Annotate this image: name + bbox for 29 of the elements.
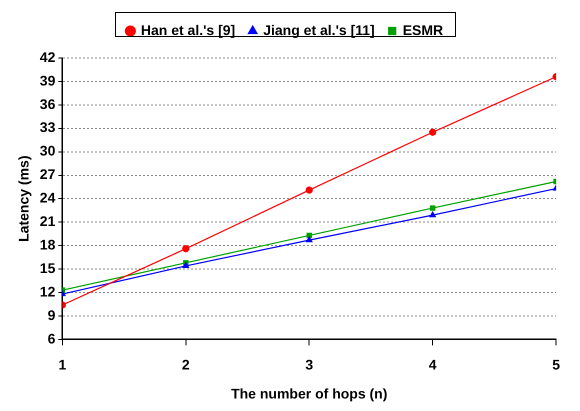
legend-label: Jiang et al.'s [11] — [263, 22, 375, 38]
x-tick-label: 2 — [182, 356, 190, 373]
y-tick-label: 6 — [48, 330, 56, 346]
y-tick-label: 33 — [40, 119, 56, 136]
y-tick-label: 21 — [40, 213, 56, 230]
legend-label: ESMR — [402, 22, 444, 38]
y-tick-label: 36 — [40, 96, 56, 112]
y-tick-label: 9 — [48, 306, 56, 323]
point — [306, 186, 313, 194]
y-tick-label: 15 — [40, 260, 56, 276]
y-tick-label: 39 — [40, 72, 56, 88]
y-axis-title: Latency (ms) — [15, 156, 32, 242]
point — [430, 205, 436, 211]
x-tick-label: 1 — [58, 356, 66, 373]
x-tick-label: 4 — [428, 356, 437, 373]
point — [182, 245, 190, 252]
y-tick-label: 24 — [40, 190, 56, 206]
x-tick-label: 5 — [552, 356, 560, 373]
point — [306, 232, 312, 238]
y-tick-label: 42 — [40, 48, 56, 65]
x-axis-title: The number of hops (n) — [231, 385, 388, 402]
y-tick-label: 30 — [40, 142, 56, 159]
point — [429, 212, 436, 218]
y-tick-label: 12 — [40, 283, 56, 300]
x-tick-label: 3 — [305, 356, 314, 373]
point — [429, 128, 436, 136]
y-tick-label: 18 — [40, 236, 56, 252]
y-tick-label: 27 — [40, 166, 56, 182]
point — [182, 262, 190, 268]
